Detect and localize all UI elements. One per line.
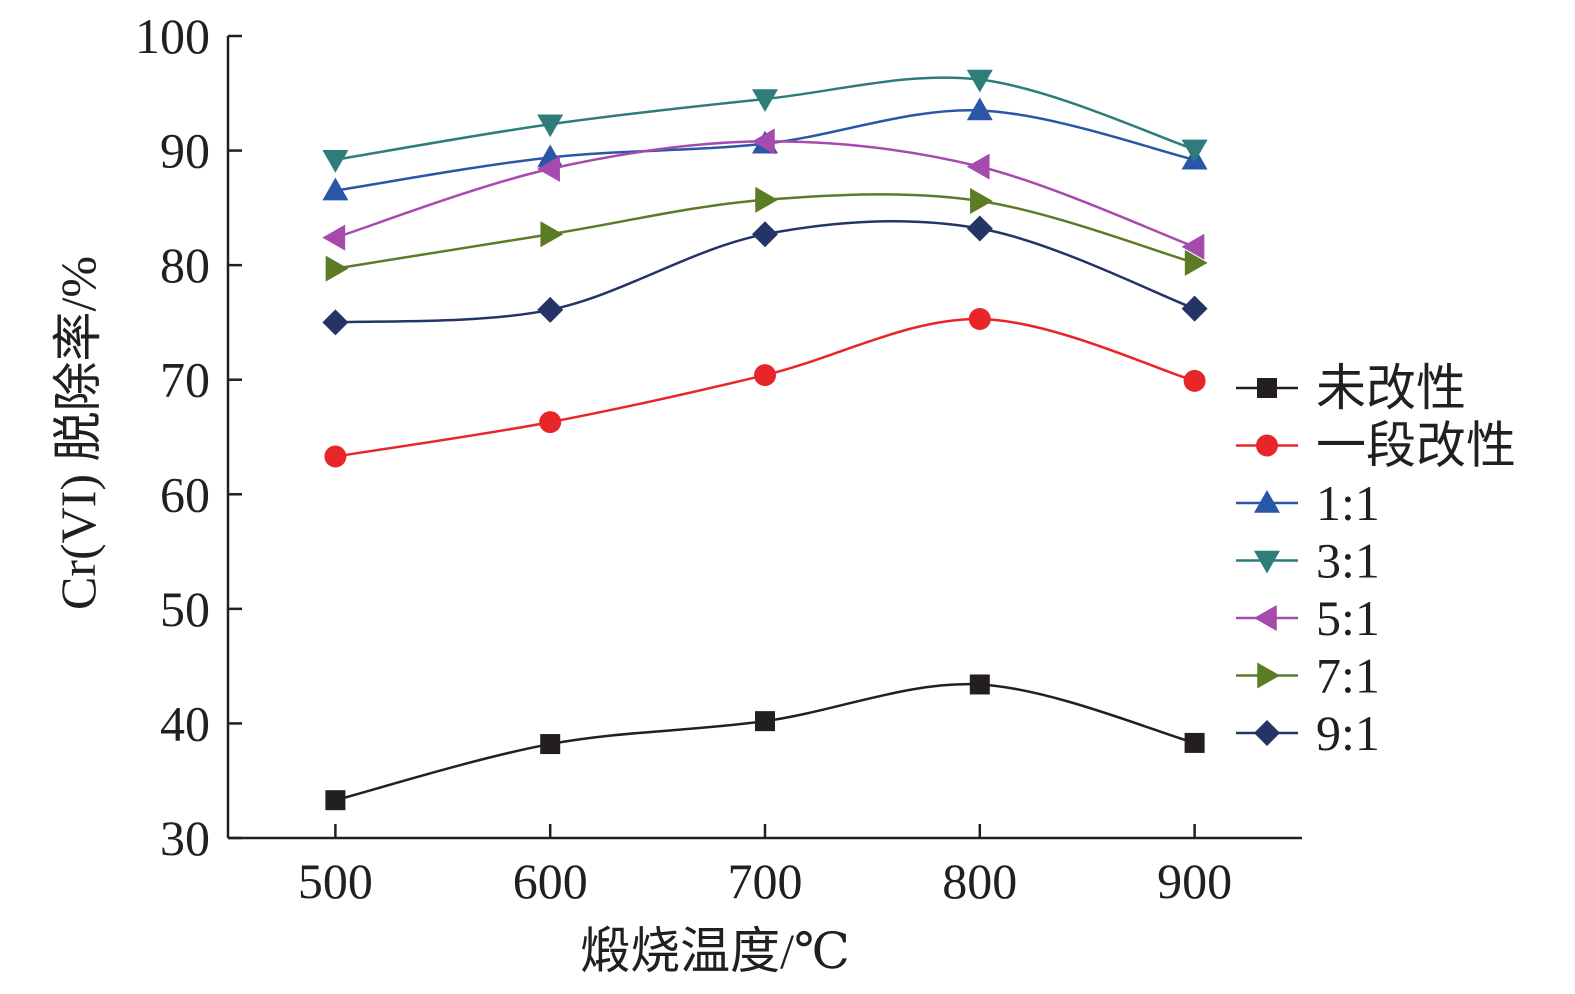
data-point [322,309,349,336]
x-axis-label: 煅烧温度/℃ [580,923,850,979]
series-line [335,317,1195,458]
data-point [1183,369,1206,392]
legend-item: 5:1 [1236,590,1380,646]
x-tick-label: 900 [1157,853,1232,909]
data-point [970,187,993,214]
y-tick-label: 90 [160,123,210,179]
legend-item: 7:1 [1236,648,1380,704]
data-point [540,221,564,248]
y-tick-label: 40 [160,695,210,751]
data-point [968,307,991,330]
x-tick-label: 600 [513,853,588,909]
legend-marker [1254,490,1280,513]
legend-label: 3:1 [1316,533,1380,589]
legend-label: 一段改性 [1316,418,1516,474]
y-tick-label: 100 [135,8,210,64]
data-point [1181,295,1208,322]
data-point [966,97,993,121]
x-tick-label: 800 [942,853,1017,909]
series-1 [325,674,1205,811]
series-line [335,682,1195,802]
data-point [325,255,349,282]
data-point [755,711,775,732]
y-tick-label: 80 [160,237,210,293]
legend-marker [1257,378,1277,398]
data-point [752,89,778,113]
data-point [539,411,562,434]
series-5 [322,128,1205,260]
legend-marker [1254,550,1280,574]
series-3 [322,97,1208,201]
legend-label: 5:1 [1316,590,1380,646]
legend-label: 9:1 [1316,705,1380,761]
y-axis-label: Cr(VI) 脱除率/% [50,256,106,610]
series-6 [325,186,1208,282]
legend-label: 1:1 [1316,475,1380,531]
data-point [322,177,349,201]
y-tick-label: 70 [160,352,210,408]
data-point [537,114,564,138]
data-point [322,224,346,251]
legend-marker [1254,605,1277,631]
legend-item: 3:1 [1236,533,1380,589]
y-tick-label: 60 [160,466,210,522]
data-point [752,221,778,248]
data-point [1184,249,1208,276]
data-point [325,790,346,811]
data-point [322,149,349,173]
data-point [969,674,990,695]
legend-marker [1256,434,1278,457]
data-point [537,155,560,182]
axes: 30 40 50 60 70 80 90 100 500 600 700 800 900 [135,8,1302,909]
series-4 [322,69,1208,173]
series-2 [324,307,1206,468]
data-point [537,296,564,323]
legend-item: 9:1 [1236,705,1380,761]
y-tick-label: 30 [160,810,210,866]
data-point [966,215,993,242]
legend-label: 7:1 [1316,648,1380,704]
data-point [540,734,561,755]
data-point [966,69,993,93]
legend-marker [1257,662,1280,689]
x-tick-label: 700 [728,853,803,909]
data-point [1184,732,1205,753]
data-point [324,445,347,468]
series-layer [322,69,1208,811]
data-point [966,153,990,180]
data-point [752,128,775,155]
legend-item: 一段改性 [1236,418,1516,474]
legend-item: 1:1 [1236,475,1380,531]
x-tick-label: 500 [298,853,373,909]
data-point [1181,233,1205,260]
data-point [1181,139,1208,163]
data-point [755,186,778,213]
legend-marker [1254,720,1280,746]
data-point [754,364,776,387]
y-tick-label: 50 [160,581,210,637]
legend-item: 未改性 [1236,360,1466,416]
legend-label: 未改性 [1316,360,1466,416]
series-7 [322,215,1208,336]
